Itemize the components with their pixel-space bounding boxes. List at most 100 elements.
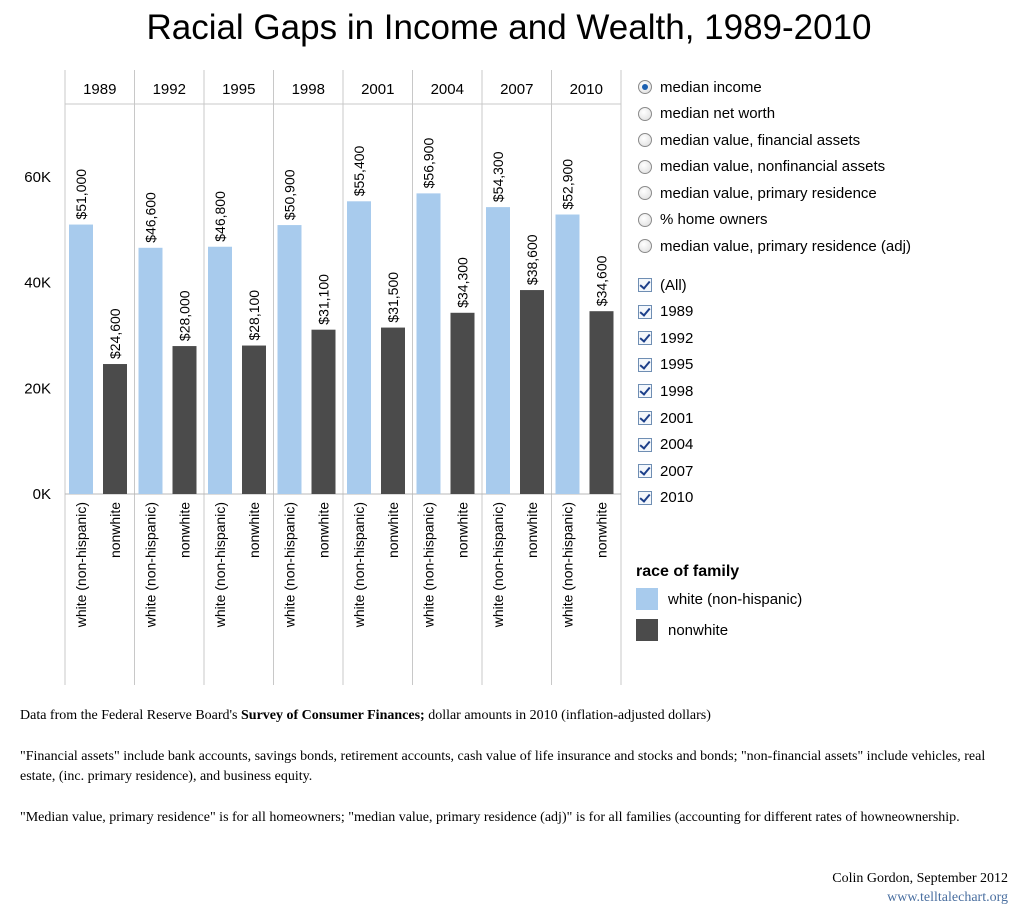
bar-nonwhite-1995[interactable] [242,345,266,494]
year-filter-item-2010[interactable]: 2010 [638,487,693,509]
year-filter-item-2001[interactable]: 2001 [638,407,693,429]
data-label: $56,900 [421,138,437,189]
source-note-prefix: Data from the Federal Reserve Board's [20,708,241,723]
data-label: $55,400 [351,145,367,196]
measure-option-2[interactable]: median net worth [638,103,775,125]
measure-option-label: median net worth [660,105,776,122]
radio-button[interactable] [638,159,652,174]
year-filter-item-1989[interactable]: 1989 [638,301,693,323]
legend-swatch-nonwhite [636,619,658,641]
data-label: $50,900 [282,169,298,220]
bar-nonwhite-2007[interactable] [520,290,544,494]
checkbox[interactable] [638,411,652,425]
bar-white-1995[interactable] [208,246,232,494]
radio-button[interactable] [638,212,652,227]
legend-item-white: white (non-hispanic) [636,587,802,611]
bar-nonwhite-2010[interactable] [589,311,614,494]
data-label: $24,600 [107,308,123,359]
category-label: white (non-hispanic) [351,502,367,628]
radio-button[interactable] [638,186,652,200]
radio-button[interactable] [638,239,652,253]
radio-button[interactable] [638,133,652,147]
bar-white-2001[interactable] [347,201,371,494]
measure-option-4[interactable]: median value, nonfinancial assets [638,156,885,178]
year-filter-label: 2010 [660,489,694,507]
data-label: $31,100 [316,274,332,325]
category-label: nonwhite [524,502,540,558]
year-header-2010: 2010 [570,81,603,98]
data-label: $46,600 [143,192,159,243]
financial-assets-note: "Financial assets" include bank accounts… [20,749,986,784]
bar-white-1989[interactable] [69,224,93,495]
year-header-2001: 2001 [361,81,394,98]
survey-name: Survey of Consumer Finances; [241,708,425,723]
measure-option-7[interactable]: median value, primary residence (adj) [638,235,911,257]
category-label: white (non-hispanic) [212,502,228,628]
measure-option-label: median value, primary residence [660,184,877,202]
year-filter-item-2007[interactable]: 2007 [638,460,693,482]
measure-option-label: median value, financial assets [660,131,861,149]
category-label: nonwhite [107,502,123,558]
y-tick-label: 0K [33,486,51,503]
year-filter-item-1998[interactable]: 1998 [638,380,693,402]
bar-nonwhite-1989[interactable] [103,364,127,494]
year-filter-label: 1992 [660,329,694,347]
bar-nonwhite-1992[interactable] [172,346,197,494]
checkbox[interactable] [638,357,652,372]
residence-note: "Median value, primary residence" is for… [20,810,960,825]
checkbox[interactable] [638,437,652,452]
measure-option-label: median value, primary residence (adj) [660,237,911,255]
bar-white-1998[interactable] [277,225,302,494]
year-filter-label: 2001 [660,409,694,427]
chart-title: Racial Gaps in Income and Wealth, 1989-2… [146,8,872,47]
year-filter-label: 1989 [660,303,694,321]
measure-option-5[interactable]: median value, primary residence [638,182,877,204]
year-filter-label: (All) [660,276,687,294]
bar-nonwhite-1998[interactable] [311,329,336,494]
bar-nonwhite-2001[interactable] [381,327,405,494]
data-label: $34,300 [455,257,471,308]
year-filter-item-2004[interactable]: 2004 [638,434,693,456]
category-label: nonwhite [177,502,193,558]
data-label: $28,000 [177,290,193,341]
measure-option-3[interactable]: median value, financial assets [638,129,860,151]
author-credit: Colin Gordon, September 2012 [832,871,1008,886]
data-label: $51,000 [73,169,89,220]
legend-swatch-white [636,588,658,610]
bar-nonwhite-2004[interactable] [450,312,475,494]
source-note-suffix: dollar amounts in 2010 (inflation-adjust… [424,708,711,723]
measure-option-label: median income [660,78,762,96]
legend-item-nonwhite: nonwhite [636,618,728,642]
measure-option-1[interactable]: median income [638,76,762,98]
measure-option-6[interactable]: % home owners [638,209,768,231]
checkbox[interactable] [638,331,652,346]
checkbox[interactable] [638,464,652,479]
data-label: $54,300 [490,151,506,202]
year-filter-label: 2004 [660,436,694,454]
checkbox[interactable] [638,304,652,319]
year-filter-label: 2007 [660,462,694,480]
measure-option-label: % home owners [660,211,768,228]
website-link[interactable]: www.telltalechart.org [887,890,1008,905]
legend-label-white: white (non-hispanic) [668,590,803,608]
year-header-2004: 2004 [431,81,464,98]
category-label: white (non-hispanic) [560,502,576,628]
bar-chart: 0K 20K 40K 60K 1989 1992 1995 1998 2001 2004 2007 2… [24,70,622,685]
bar-white-2004[interactable] [416,193,441,494]
year-filter-item-1992[interactable]: 1992 [638,327,693,349]
checkbox[interactable] [638,490,652,505]
checkbox[interactable] [638,278,652,292]
year-header-1995: 1995 [222,81,255,98]
radio-button[interactable] [638,80,652,94]
data-label: $38,600 [524,234,540,285]
checkbox[interactable] [638,384,652,399]
radio-button[interactable] [638,106,652,121]
year-filter-item-1995[interactable]: 1995 [638,354,693,376]
bar-white-2007[interactable] [486,207,510,495]
year-filter-item-all[interactable]: (All) [638,274,687,296]
bar-white-2010[interactable] [555,214,580,495]
category-label: nonwhite [316,502,332,558]
y-tick-label: 60K [24,169,51,186]
category-label: white (non-hispanic) [421,502,437,628]
bar-white-1992[interactable] [138,247,163,494]
